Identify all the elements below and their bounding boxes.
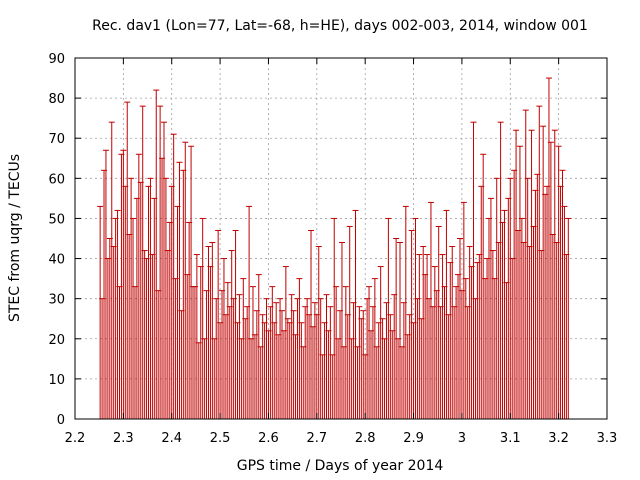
data-series xyxy=(97,77,572,419)
y-tick-label: 80 xyxy=(48,92,65,107)
y-tick-label: 60 xyxy=(48,172,65,187)
x-tick-label: 2.7 xyxy=(306,431,327,446)
x-tick-label: 3.2 xyxy=(548,431,569,446)
y-tick-label: 30 xyxy=(48,293,65,308)
y-tick-label: 0 xyxy=(57,413,65,428)
x-tick-label: 2.8 xyxy=(355,431,376,446)
y-tick-label: 20 xyxy=(48,333,65,348)
y-tick-label: 90 xyxy=(48,52,65,67)
y-axis-label: STEC from uqrg / TECUs xyxy=(7,154,23,322)
x-tick-label: 2.3 xyxy=(113,431,134,446)
x-tick-label: 2.9 xyxy=(403,431,424,446)
x-tick-label: 3.1 xyxy=(500,431,521,446)
x-tick-label: 2.5 xyxy=(210,431,231,446)
x-tick-label: 3 xyxy=(458,431,466,446)
y-tick-label: 40 xyxy=(48,253,65,268)
grid xyxy=(75,58,607,419)
axis-ticks: 2.2 2.3 2.4 2.5 2.6 2.7 2.8 2.9 3 3.1 3.2 3.3 0 10 20 3… xyxy=(48,52,617,446)
chart-title: Rec. dav1 (Lon=77, Lat=-68, h=HE), days … xyxy=(92,18,588,34)
y-tick-label: 70 xyxy=(48,132,65,147)
x-tick-label: 2.4 xyxy=(161,431,182,446)
x-tick-label: 2.2 xyxy=(65,431,86,446)
plot-frame xyxy=(74,57,608,420)
y-tick-label: 10 xyxy=(48,373,65,388)
x-tick-label: 2.6 xyxy=(258,431,279,446)
x-axis-label: GPS time / Days of year 2014 xyxy=(237,458,444,474)
x-tick-label: 3.3 xyxy=(597,431,618,446)
y-tick-label: 50 xyxy=(48,212,65,227)
